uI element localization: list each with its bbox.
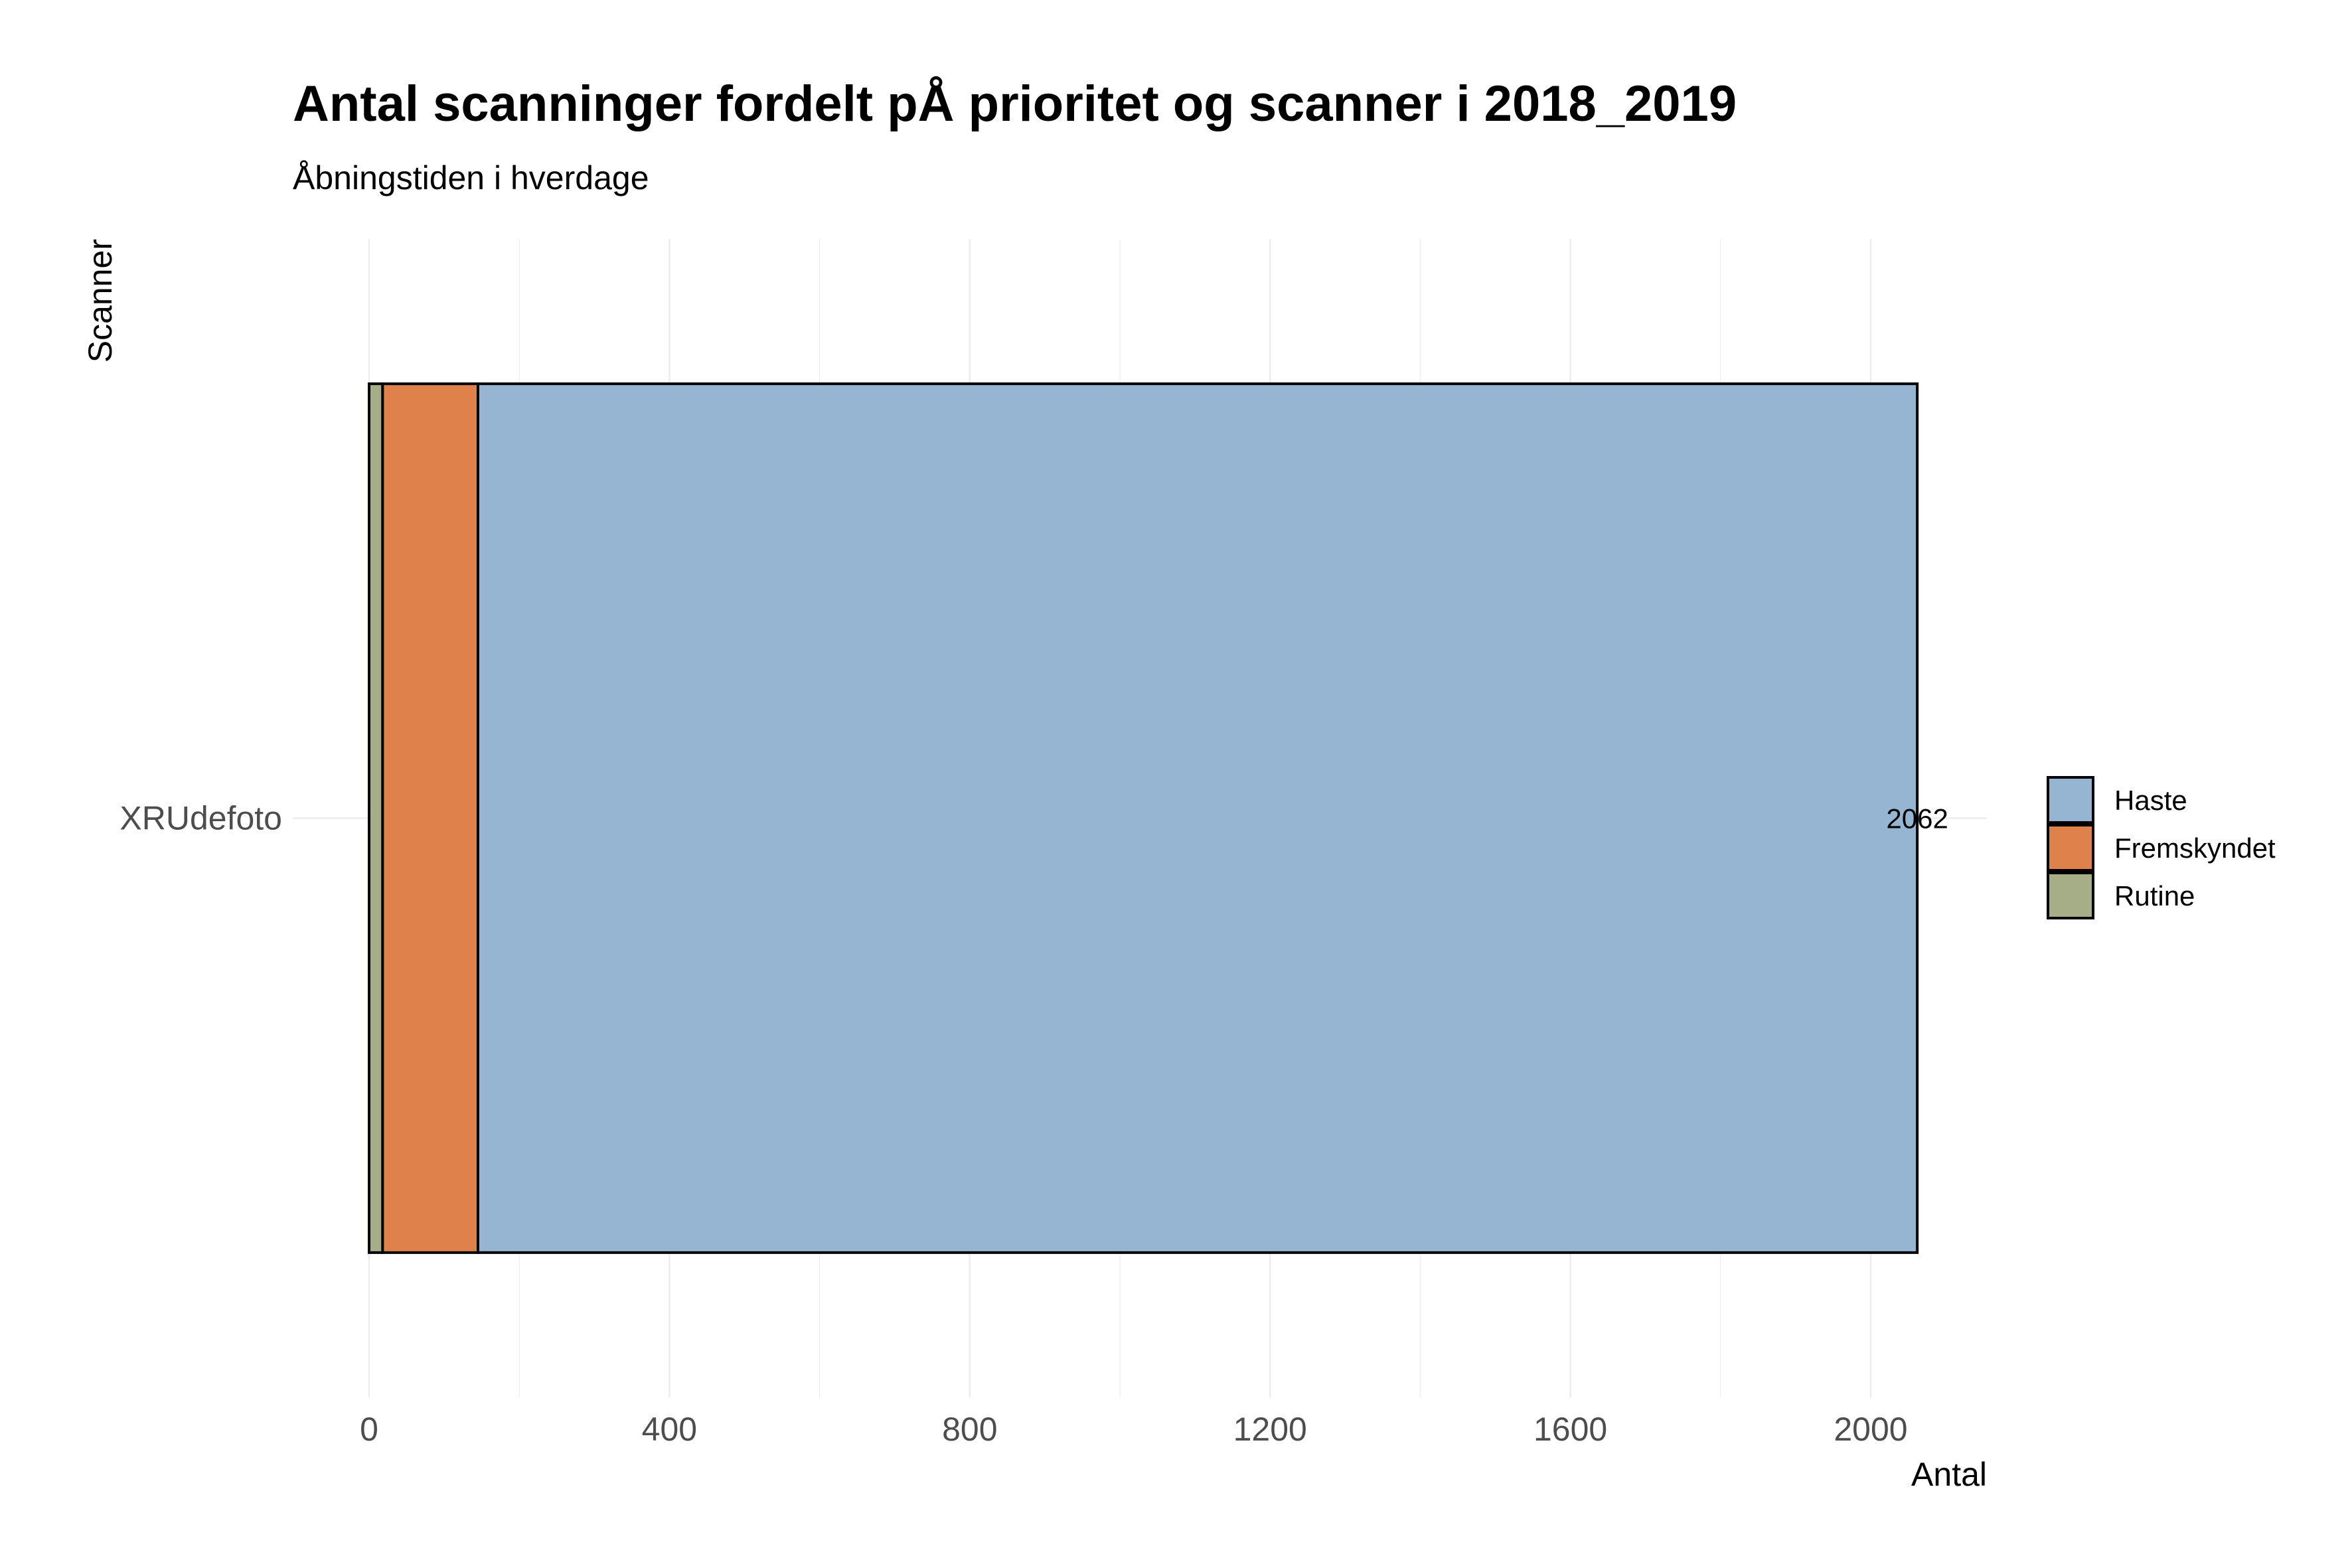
- x-tick-label: 400: [642, 1411, 697, 1448]
- legend-key-haste: [2047, 776, 2094, 824]
- legend-key-rutine: [2047, 872, 2094, 919]
- total-label: 2062: [1886, 803, 1948, 834]
- legend-label: Haste: [2114, 785, 2187, 816]
- x-axis-title: Antal: [1911, 1456, 1987, 1493]
- x-tick-label: 2000: [1834, 1411, 1907, 1448]
- legend-label: Fremskyndet: [2114, 832, 2276, 864]
- chart-title: Antal scanninger fordelt pÅ prioritet og…: [293, 76, 1737, 132]
- legend-key-fremskyndet: [2047, 824, 2094, 872]
- bar-fremskyndet: [381, 382, 479, 1254]
- legend: Haste Fremskyndet Rutine: [2047, 776, 2276, 919]
- x-tick-label: 1200: [1233, 1411, 1307, 1448]
- x-tick-label: 0: [360, 1411, 378, 1448]
- bar-rutine: [368, 382, 384, 1254]
- y-tick-label: XRUdefoto: [119, 800, 282, 837]
- bars: [368, 382, 1919, 1254]
- chart-subtitle: Åbningstiden i hverdage: [293, 159, 649, 196]
- labels: XRUdefoto 2062 0 400 800 1200 1600 2000: [119, 800, 1948, 1449]
- x-tick-label: 800: [942, 1411, 997, 1448]
- legend-label: Rutine: [2114, 880, 2195, 911]
- y-axis-title: Scanner: [82, 239, 119, 362]
- bar-haste: [476, 382, 1919, 1254]
- x-tick-label: 1600: [1533, 1411, 1607, 1448]
